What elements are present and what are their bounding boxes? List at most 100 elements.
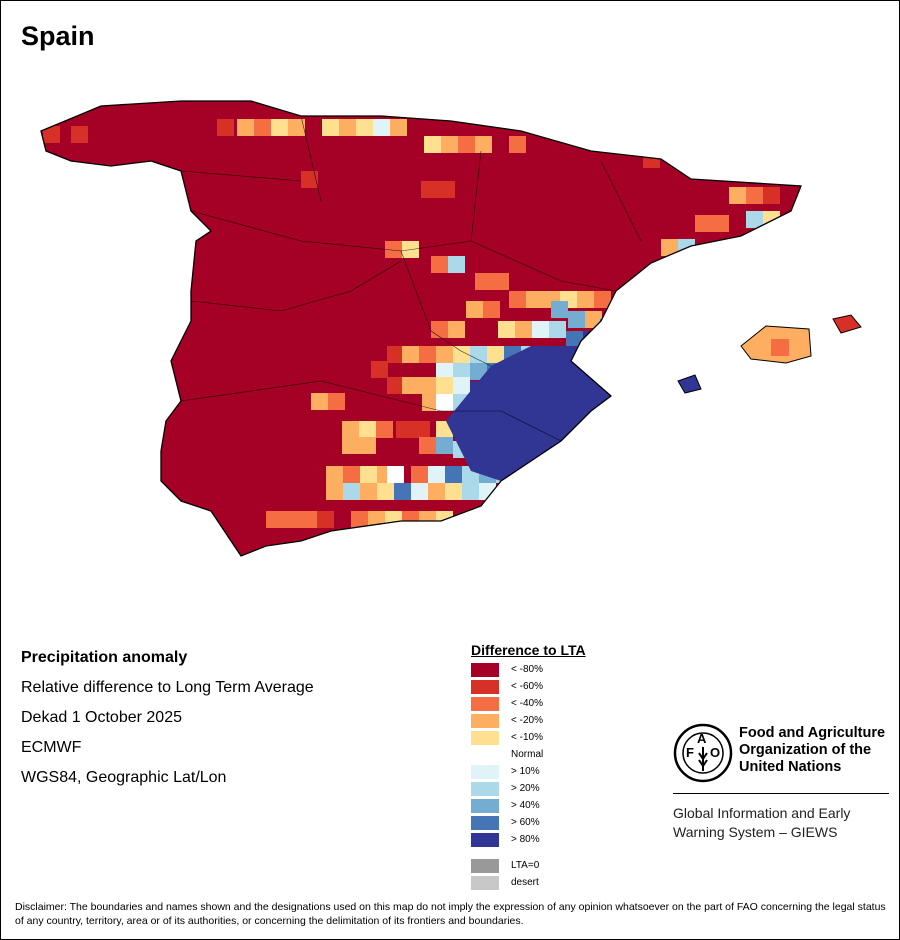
legend-swatch bbox=[471, 782, 499, 796]
legend-label: < -60% bbox=[511, 681, 543, 692]
legend-title: Difference to LTA bbox=[471, 642, 586, 658]
anomaly-cell bbox=[483, 301, 500, 318]
mainland-anomaly-cells bbox=[41, 101, 801, 556]
anomaly-cell bbox=[343, 466, 360, 483]
anomaly-cell bbox=[371, 361, 388, 378]
anomaly-cell bbox=[445, 466, 462, 483]
anomaly-cell bbox=[402, 377, 419, 394]
anomaly-cell bbox=[373, 119, 390, 136]
anomaly-cell bbox=[387, 466, 404, 483]
anomaly-cell bbox=[729, 187, 746, 204]
anomaly-cell bbox=[436, 363, 453, 380]
anomaly-cell bbox=[394, 483, 411, 500]
anomaly-cell bbox=[436, 394, 453, 411]
projection-label: WGS84, Geographic Lat/Lon bbox=[21, 769, 227, 786]
anomaly-cell bbox=[402, 346, 419, 363]
anomaly-cell bbox=[448, 256, 465, 273]
legend-label: > 60% bbox=[511, 817, 540, 828]
anomaly-cell bbox=[283, 511, 300, 528]
anomaly-cell bbox=[377, 483, 394, 500]
anomaly-cell bbox=[568, 311, 585, 328]
legend-swatch bbox=[471, 697, 499, 711]
anomaly-cell bbox=[436, 377, 453, 394]
balearic-islands bbox=[677, 314, 862, 394]
precipitation-anomaly-map bbox=[40, 100, 862, 557]
anomaly-cell bbox=[436, 346, 453, 363]
map-title: Spain bbox=[21, 21, 95, 51]
spain-border bbox=[40, 100, 802, 557]
anomaly-cell bbox=[470, 346, 487, 363]
svg-text:F: F bbox=[686, 745, 694, 760]
anomaly-cell bbox=[326, 483, 343, 500]
anomaly-cell bbox=[438, 181, 455, 198]
anomaly-cell bbox=[462, 483, 479, 500]
anomaly-cell bbox=[376, 421, 393, 438]
legend-label: > 20% bbox=[511, 783, 540, 794]
anomaly-cell bbox=[763, 211, 780, 228]
legend-swatch bbox=[471, 816, 499, 830]
anomaly-cell bbox=[288, 119, 305, 136]
anomaly-cell bbox=[509, 136, 526, 153]
anomaly-cell bbox=[326, 466, 343, 483]
legend-label: > 10% bbox=[511, 766, 540, 777]
anomaly-cell bbox=[71, 126, 88, 143]
anomaly-cell bbox=[351, 511, 368, 528]
anomaly-cell bbox=[390, 119, 407, 136]
legend-swatch bbox=[471, 748, 499, 762]
anomaly-cell bbox=[492, 273, 509, 290]
fao-name-line: United Nations bbox=[739, 759, 842, 775]
anomaly-cell bbox=[387, 346, 404, 363]
anomaly-cell bbox=[458, 136, 475, 153]
giews-line: Warning System – GIEWS bbox=[673, 824, 838, 840]
anomaly-cell bbox=[453, 377, 470, 394]
legend-swatch bbox=[471, 859, 499, 873]
anomaly-cell bbox=[661, 239, 678, 256]
legend-swatch bbox=[471, 833, 499, 847]
anomaly-cell bbox=[428, 483, 445, 500]
anomaly-cell bbox=[328, 393, 345, 410]
anomaly-cell bbox=[322, 119, 339, 136]
anomaly-cell bbox=[413, 421, 430, 438]
anomaly-cell bbox=[515, 321, 532, 338]
anomaly-cell bbox=[763, 187, 780, 204]
anomaly-cell bbox=[342, 437, 359, 454]
anomaly-subtitle: Relative difference to Long Term Average bbox=[21, 679, 314, 696]
anomaly-cell bbox=[643, 151, 660, 168]
anomaly-cell bbox=[448, 321, 465, 338]
legend-swatch bbox=[471, 799, 499, 813]
anomaly-cell bbox=[342, 421, 359, 438]
legend-swatch bbox=[471, 714, 499, 728]
anomaly-cell bbox=[746, 211, 763, 228]
anomaly-heading: Precipitation anomaly bbox=[21, 649, 188, 666]
anomaly-cell bbox=[300, 511, 317, 528]
svg-text:O: O bbox=[710, 745, 720, 760]
anomaly-cell bbox=[526, 291, 543, 308]
anomaly-cell bbox=[339, 119, 356, 136]
legend-swatch bbox=[471, 765, 499, 779]
anomaly-cell bbox=[237, 119, 254, 136]
anomaly-cell bbox=[695, 215, 712, 232]
anomaly-cell bbox=[311, 393, 328, 410]
anomaly-cell bbox=[566, 331, 583, 348]
anomaly-cell bbox=[396, 421, 413, 438]
anomaly-cell bbox=[577, 291, 594, 308]
anomaly-cell bbox=[428, 466, 445, 483]
disclaimer: Disclaimer: The boundaries and names sho… bbox=[15, 901, 886, 927]
legend-label: < -80% bbox=[511, 664, 543, 675]
legend-label: < -40% bbox=[511, 698, 543, 709]
anomaly-cell bbox=[402, 511, 419, 528]
anomaly-cell bbox=[411, 483, 428, 500]
svg-text:A: A bbox=[697, 731, 707, 746]
anomaly-cell bbox=[583, 331, 600, 348]
legend-label: > 40% bbox=[511, 800, 540, 811]
anomaly-cell bbox=[385, 241, 402, 258]
legend-swatch bbox=[471, 731, 499, 745]
legend-label: < -10% bbox=[511, 732, 543, 743]
fao-logo-icon: F A O bbox=[673, 723, 733, 783]
anomaly-cell bbox=[419, 346, 436, 363]
anomaly-cell bbox=[419, 437, 436, 454]
anomaly-cell bbox=[594, 291, 611, 308]
anomaly-cell bbox=[422, 394, 439, 411]
region-boundaries bbox=[180, 115, 642, 442]
legend-swatch bbox=[471, 663, 499, 677]
